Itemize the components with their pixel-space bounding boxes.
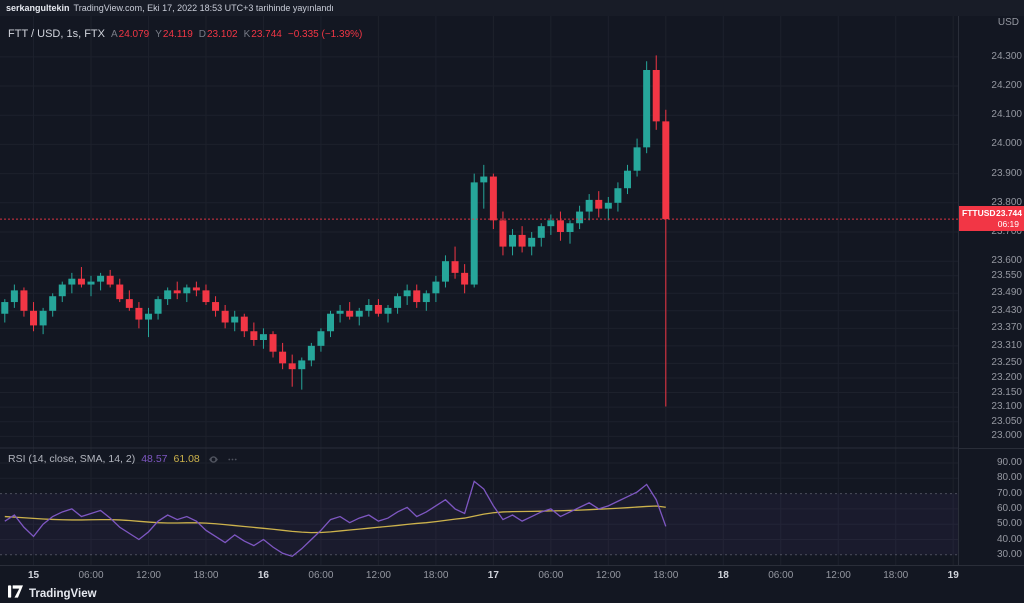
time-axis-label: 12:00: [365, 570, 391, 581]
price-axis-label: 23.430: [991, 304, 1022, 316]
time-axis-label: 12:00: [825, 570, 851, 581]
time-axis-label: 06:00: [768, 570, 794, 581]
rsi-axis-label: 80.00: [996, 472, 1022, 484]
rsi-ma-value: 61.08: [173, 453, 200, 465]
price-axis-label: 23.900: [991, 167, 1022, 179]
price-chart[interactable]: [0, 16, 958, 565]
price-axis-label: 24.300: [991, 50, 1022, 62]
time-axis-label: 18:00: [423, 570, 449, 581]
rsi-axis-label: 50.00: [996, 518, 1022, 530]
price-axis-label: 24.200: [991, 80, 1022, 92]
ohlc-close: K 23.744: [243, 28, 282, 40]
rsi-axis-label: 70.00: [996, 487, 1022, 499]
more-options-icon[interactable]: [227, 454, 238, 465]
price-axis-label: 24.000: [991, 138, 1022, 150]
publisher-username: serkangultekin: [6, 3, 70, 13]
publish-info-bar: serkangultekin TradingView.com, Eki 17, …: [0, 0, 1024, 16]
ohlc-open: A 24.079: [110, 28, 150, 40]
time-axis-label: 06:00: [78, 570, 104, 581]
time-axis-label: 12:00: [135, 570, 161, 581]
price-axis-label: 23.600: [991, 255, 1022, 267]
price-axis-label: 23.050: [991, 415, 1022, 427]
time-axis-label: 12:00: [595, 570, 621, 581]
chart-area: FTT / USD, 1s, FTX A 24.079 Y 24.119 D 23.1…: [0, 16, 1024, 565]
time-axis[interactable]: 15 06:00 12:00 18:00 16 06:00 12:00 18:00 17 06:0…: [0, 565, 1024, 585]
tradingview-logo-icon: [8, 585, 23, 603]
footer: TradingView: [0, 585, 1024, 603]
rsi-axis-label: 90.00: [996, 457, 1022, 468]
publish-info-text: TradingView.com, Eki 17, 2022 18:53 UTC+…: [73, 3, 334, 13]
price-axis-label: 23.490: [991, 287, 1022, 299]
time-axis-label: 15: [27, 570, 40, 581]
price-axis-label: 23.370: [991, 322, 1022, 334]
time-axis-label: 18:00: [653, 570, 679, 581]
rsi-title: RSI (14, close, SMA, 14, 2): [8, 453, 136, 465]
rsi-value: 48.57: [141, 453, 168, 465]
axis-currency-label: USD: [997, 17, 1019, 28]
price-change: −0.335 (−1.39%): [287, 28, 363, 40]
price-axis-label: 23.150: [991, 386, 1022, 398]
time-axis-label: 18:00: [883, 570, 909, 581]
tradingview-brand-text: TradingView: [29, 588, 97, 600]
time-axis-label: 17: [487, 570, 499, 581]
price-axis-label: 23.000: [991, 430, 1022, 442]
price-axis-label: 23.700: [991, 226, 1022, 237]
time-axis-label: 06:00: [538, 570, 564, 581]
price-axis-label: 23.100: [991, 401, 1022, 413]
price-axis-label: 24.100: [991, 109, 1022, 121]
price-axis-label: 23.550: [991, 269, 1022, 281]
ohlc-low: D 23.102: [198, 28, 238, 40]
price-axis-label: 23.250: [991, 357, 1022, 369]
symbol-legend[interactable]: FTT / USD, 1s, FTX A 24.079 Y 24.119 D 23.1…: [8, 28, 362, 40]
time-axis-label: 06:00: [308, 570, 334, 581]
rsi-legend[interactable]: RSI (14, close, SMA, 14, 2) 48.57 61.08: [8, 453, 238, 465]
price-label-symbol: FTTUSD: [962, 208, 996, 219]
symbol-title: FTT / USD, 1s, FTX: [8, 28, 105, 40]
rsi-axis-label: 60.00: [996, 502, 1022, 514]
time-axis-label: 18: [717, 570, 729, 581]
pane-separator[interactable]: [959, 448, 1024, 449]
eye-icon[interactable]: [208, 454, 219, 465]
time-axis-label: 18:00: [193, 570, 219, 581]
bar-countdown: 06:19: [997, 219, 1019, 230]
rsi-axis-label: 30.00: [996, 548, 1022, 560]
price-axis[interactable]: USD FTTUSD 23.744 06:19 24.300 24.200 24.1…: [958, 16, 1024, 565]
current-price-label: FTTUSD 23.744 06:19: [959, 206, 1024, 232]
price-axis-label: 23.800: [991, 196, 1022, 208]
rsi-axis-label: 40.00: [996, 533, 1022, 545]
time-axis-label: 19: [947, 570, 959, 581]
price-axis-label: 23.310: [991, 339, 1022, 351]
ohlc-high: Y 24.119: [155, 28, 193, 40]
price-axis-label: 23.200: [991, 371, 1022, 383]
tradingview-link[interactable]: TradingView: [8, 585, 97, 603]
price-label-value: 23.744: [996, 208, 1022, 219]
time-axis-label: 16: [257, 570, 269, 581]
